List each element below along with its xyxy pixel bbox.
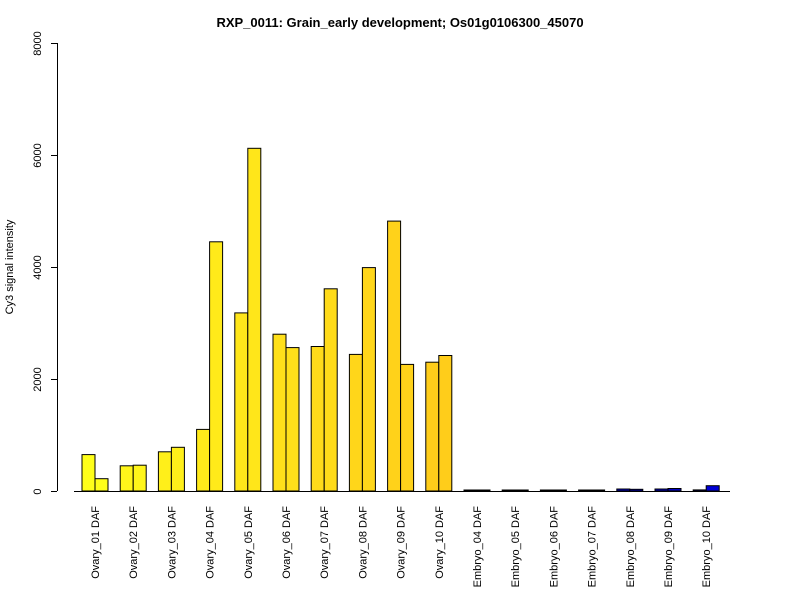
bar (501, 489, 516, 492)
bar (157, 451, 172, 492)
x-tick-label: Ovary_05 DAF (243, 506, 255, 579)
bar (361, 267, 376, 492)
y-tick-label: 8000 (32, 31, 44, 55)
x-tick-label: Embryo_08 DAF (625, 506, 637, 588)
y-axis: 0 2000 4000 6000 8000 (32, 31, 58, 495)
x-tick-labels: Ovary_01 DAF Ovary_02 DAF Ovary_03 DAF Ovar… (90, 506, 713, 588)
bar (348, 353, 363, 492)
bar (514, 489, 529, 492)
x-tick-label: Embryo_05 DAF (510, 506, 522, 588)
bar (591, 489, 606, 492)
bar (692, 489, 707, 492)
bar (705, 485, 720, 492)
bar (272, 333, 287, 492)
bar (323, 288, 338, 492)
bar (81, 454, 96, 492)
x-tick-label: Embryo_10 DAF (701, 506, 713, 588)
chart-title: RXP_0011: Grain_early development; Os01g… (216, 15, 583, 30)
x-tick-label: Embryo_06 DAF (548, 506, 560, 588)
y-axis-label: Cy3 signal intensity (4, 219, 16, 314)
bar (539, 489, 554, 492)
bar (463, 489, 478, 492)
bar (616, 488, 631, 492)
bar (629, 488, 644, 492)
y-tick-label: 0 (32, 488, 44, 494)
bar (400, 363, 415, 492)
bar (94, 478, 109, 492)
bar (552, 489, 567, 492)
y-tick-label: 6000 (32, 143, 44, 167)
x-tick-label: Embryo_04 DAF (472, 506, 484, 588)
y-tick-label: 4000 (32, 255, 44, 279)
bar (170, 446, 185, 492)
bar (387, 220, 402, 492)
x-tick-label: Ovary_04 DAF (205, 506, 217, 579)
x-tick-label: Ovary_06 DAF (281, 506, 293, 579)
bar (119, 465, 134, 492)
bars-group (81, 147, 720, 492)
y-tick-label: 2000 (32, 367, 44, 391)
x-tick-label: Ovary_07 DAF (319, 506, 331, 579)
x-tick-label: Ovary_10 DAF (434, 506, 446, 579)
bar (425, 361, 440, 492)
bar (132, 464, 147, 492)
bar (196, 428, 211, 492)
bar (285, 347, 300, 492)
x-tick-label: Ovary_09 DAF (396, 506, 408, 579)
bar (654, 488, 669, 492)
bar (234, 312, 249, 492)
bar (247, 147, 262, 492)
bar (476, 489, 491, 492)
bar (438, 355, 453, 492)
x-tick-label: Ovary_08 DAF (357, 506, 369, 579)
x-tick-label: Ovary_01 DAF (90, 506, 102, 579)
bar (310, 346, 325, 492)
x-tick-label: Embryo_09 DAF (663, 506, 675, 588)
x-tick-label: Embryo_07 DAF (587, 506, 599, 588)
bar (667, 488, 682, 492)
bar (209, 241, 224, 492)
x-tick-label: Ovary_03 DAF (166, 506, 178, 579)
bar (578, 489, 593, 492)
x-tick-label: Ovary_02 DAF (128, 506, 140, 579)
